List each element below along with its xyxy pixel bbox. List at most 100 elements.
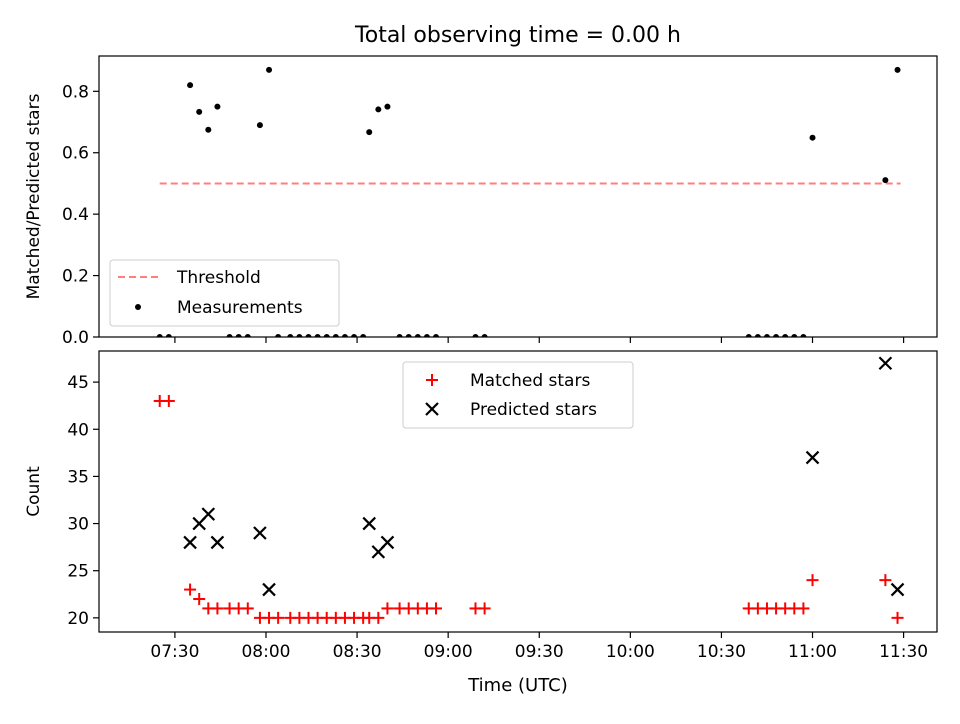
count-y-axis-label: Count [24, 466, 44, 517]
matched-star-point [241, 602, 254, 615]
legend-predicted-swatch [425, 402, 439, 416]
measurement-point [205, 126, 212, 133]
measurement-point [332, 334, 339, 337]
measurement-point [809, 134, 816, 141]
matched-star-point [806, 574, 819, 587]
measurement-point [196, 108, 203, 115]
matched-star-point [478, 602, 491, 615]
x-tick-label: 10:00 [606, 642, 655, 662]
legend-predicted-label: Predicted stars [470, 400, 597, 420]
measurement-point [791, 334, 798, 337]
count-y-tick-label: 35 [67, 467, 89, 487]
measurement-point [414, 334, 421, 337]
ratio-plot: 0.0 0.2 0.4 0.6 0.8 Matched/Predicted stars Th… [24, 55, 938, 348]
measurement-point [275, 334, 282, 337]
measurement-point [314, 334, 321, 337]
x-tick-label: 11:00 [788, 642, 837, 662]
count-plot-area [153, 356, 905, 624]
matched-star-point [372, 611, 385, 624]
measurement-point [156, 334, 163, 337]
measurement-point [384, 103, 391, 110]
chart-title: Total observing time = 0.00 h [354, 23, 681, 48]
x-tick-label: 11:30 [879, 642, 928, 662]
measurement-point [165, 334, 172, 337]
measurement-point [405, 334, 412, 337]
measurement-point [763, 334, 770, 337]
measurement-point [256, 122, 263, 129]
ratio-y-tick-label: 0.8 [62, 82, 89, 102]
measurement-point [214, 103, 221, 110]
measurement-point [235, 334, 242, 337]
predicted-star-stroke-b [890, 582, 905, 597]
x-tick-label: 09:00 [424, 642, 473, 662]
predicted-star-stroke-b [210, 535, 225, 550]
x-tick-label: 08:00 [241, 642, 290, 662]
measurement-point [360, 334, 367, 337]
measurement-point [351, 334, 358, 337]
matched-star-point [211, 602, 224, 615]
measurement-point [296, 334, 303, 337]
measurement-point [800, 334, 807, 337]
measurement-point [226, 334, 233, 337]
x-tick-label: 08:30 [333, 642, 382, 662]
count-plot-frame [98, 350, 938, 633]
measurement-point [396, 334, 403, 337]
predicted-star-point [262, 582, 276, 597]
ratio-y-tick-label: 0.2 [62, 267, 89, 287]
matched-star-point [184, 583, 197, 596]
predicted-star-stroke-b [183, 535, 197, 550]
measurement-point [782, 334, 789, 337]
x-axis-label: Time (UTC) [467, 675, 568, 696]
predicted-star-stroke-b [380, 535, 395, 550]
ratio-y-tick-label: 0.6 [62, 144, 89, 164]
measurement-point [773, 334, 780, 337]
measurement-point [423, 334, 430, 337]
predicted-star-point [201, 507, 216, 521]
ratio-y-axis-label: Matched/Predicted stars [24, 93, 44, 299]
predicted-star-point [210, 535, 225, 550]
legend-measurements-swatch [135, 304, 141, 310]
predicted-star-point [805, 450, 820, 465]
measurement-point [323, 334, 330, 337]
measurement-point [894, 66, 901, 73]
count-y-tick-label: 30 [67, 515, 89, 535]
measurement-point [366, 129, 373, 136]
count-y-tick-label: 20 [67, 609, 89, 629]
matched-star-point [381, 602, 394, 615]
legend-predicted-stroke-b [425, 402, 439, 416]
matched-star-point [797, 602, 810, 615]
predicted-star-point [362, 516, 377, 531]
legend-threshold-label: Threshold [176, 268, 261, 288]
count-plot: 20 25 30 35 40 45 07:30 08:00 08:30 09:00 09:30 10:… [24, 350, 938, 662]
measurement-point [341, 334, 348, 337]
measurement-point [305, 334, 312, 337]
predicted-star-stroke-b [805, 450, 820, 465]
ratio-y-tick-label: 0.0 [62, 328, 89, 348]
measurement-point [375, 106, 382, 113]
matched-star-point [272, 611, 285, 624]
measurement-point [754, 334, 761, 337]
matched-star-point [193, 592, 206, 605]
measurement-point [472, 334, 479, 337]
ratio-plot-area [156, 66, 901, 337]
matched-star-point [430, 602, 443, 615]
ratio-legend: Threshold Measurements [109, 259, 340, 327]
ratio-plot-frame [98, 55, 938, 338]
matched-star-point [891, 611, 904, 624]
count-y-tick-label: 40 [67, 420, 89, 440]
x-tick-label: 07:30 [150, 642, 199, 662]
count-legend-box [402, 361, 634, 429]
count-y-tick-label: 45 [67, 373, 89, 393]
predicted-star-point [890, 582, 905, 597]
ratio-y-tick-label: 0.4 [62, 205, 89, 225]
predicted-star-point [878, 356, 893, 371]
measurement-point [433, 334, 440, 337]
predicted-star-point [183, 535, 197, 550]
predicted-star-point [380, 535, 395, 550]
x-tick-label: 10:30 [697, 642, 746, 662]
measurement-point [287, 334, 294, 337]
measurement-point [244, 334, 251, 337]
measurement-point [266, 66, 273, 73]
measurement-point [481, 334, 488, 337]
